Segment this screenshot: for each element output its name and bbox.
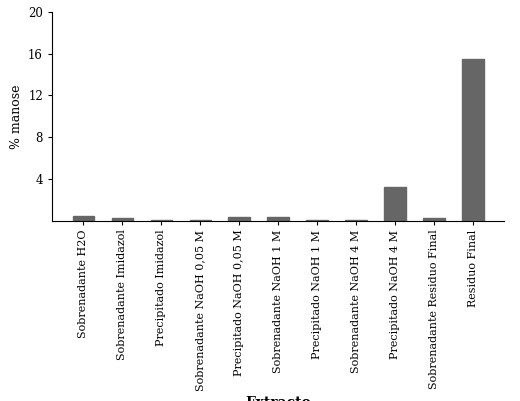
Bar	[462, 59, 484, 221]
Bar	[306, 219, 328, 221]
Bar	[345, 219, 367, 221]
X-axis label: Extracto: Extracto	[245, 396, 311, 401]
Bar	[228, 217, 250, 221]
Bar	[423, 218, 445, 221]
Y-axis label: % manose: % manose	[9, 84, 22, 148]
Bar	[267, 217, 289, 221]
Bar	[384, 187, 406, 221]
Bar	[112, 218, 133, 221]
Bar	[73, 217, 94, 221]
